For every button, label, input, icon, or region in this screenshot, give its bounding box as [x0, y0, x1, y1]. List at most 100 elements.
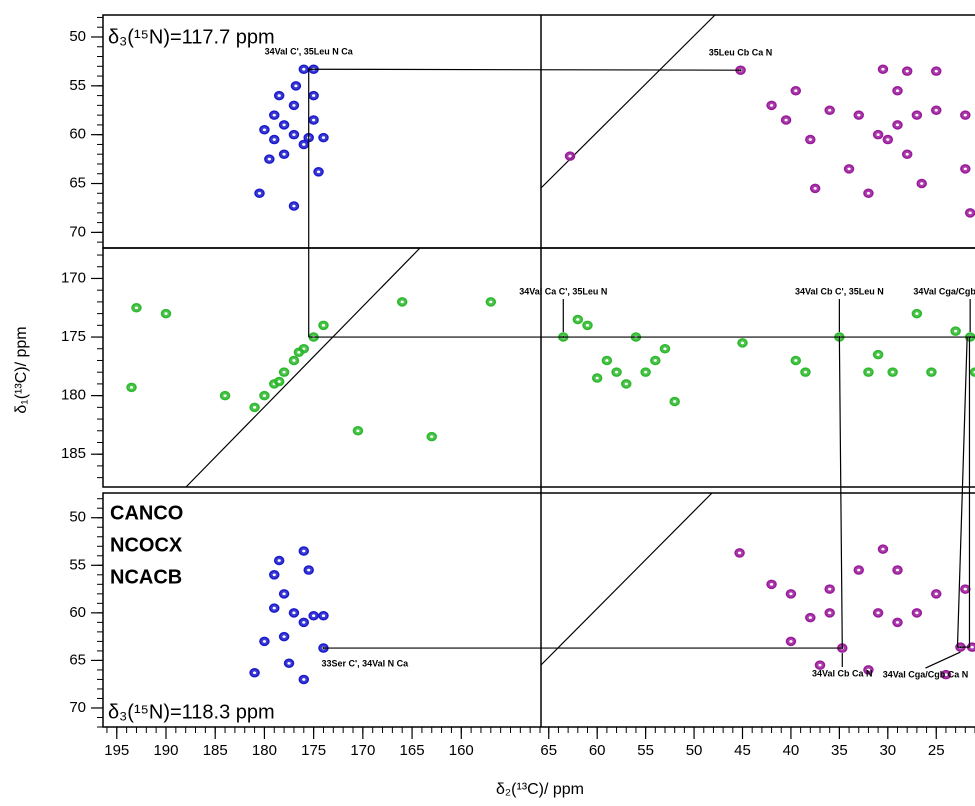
peak-contour [272, 573, 276, 577]
peak-contour [963, 113, 967, 117]
peak-contour [321, 324, 326, 327]
annotation: 34Val Cb C', 35Leu N [795, 286, 884, 296]
x-tick-label: 25 [928, 742, 945, 759]
peak-contour [292, 133, 296, 136]
x-tick-label: 35 [831, 742, 848, 759]
peak-contour [895, 89, 900, 93]
peak-contour [737, 551, 742, 555]
peak-contour [876, 353, 880, 356]
peak-contour [262, 640, 267, 643]
peak-contour [857, 568, 861, 572]
annotated-peak [739, 69, 742, 72]
annotation: 34Val Ca C', 35Leu N [519, 286, 607, 296]
peak-contour [302, 143, 306, 146]
x-tick-label: 60 [589, 742, 606, 759]
annotated-peak [969, 336, 972, 339]
peak-contour [808, 138, 812, 141]
peak-contour [568, 154, 572, 158]
peak-contour [267, 157, 271, 161]
peak-contour [895, 621, 900, 624]
peak-contour [740, 341, 745, 345]
panel-frame [102, 492, 975, 728]
peak-contour [321, 136, 326, 139]
peak-contour [813, 187, 817, 190]
peak-contour [934, 108, 938, 112]
y-tick-label: 65 [69, 174, 86, 191]
y-tick-label: 65 [69, 651, 86, 668]
peak-contour [794, 359, 798, 362]
y-tick-label: 50 [69, 28, 86, 45]
annotated-peak [959, 646, 962, 649]
peak-contour [316, 170, 321, 174]
peak-contour [302, 621, 306, 624]
peak-contour [944, 673, 948, 676]
peak-contour [934, 69, 938, 73]
diagonal [540, 14, 716, 189]
peak-contour [891, 370, 895, 374]
peak-contour [876, 133, 880, 136]
peak-contour [818, 663, 822, 667]
x-tick-label: 190 [153, 742, 178, 759]
peak-contour [963, 167, 967, 171]
peak-contour [881, 547, 885, 551]
peak-contour [857, 113, 861, 117]
peak-contour [808, 616, 812, 619]
peak-contour [789, 640, 793, 643]
peak-contour [794, 89, 798, 93]
peak-contour [294, 84, 298, 88]
annotated-peak [307, 68, 310, 71]
peak-contour [223, 394, 227, 397]
peak-contour [282, 123, 286, 127]
annotation: 34Val C', 35Leu N Ca [265, 47, 354, 57]
peak-contour [292, 204, 296, 208]
annotation: 35Leu Cb Ca N [709, 48, 773, 58]
peak-contour [624, 382, 628, 386]
peak-contour [905, 69, 909, 73]
x-axis-label: δ₂(¹³C)/ ppm [496, 781, 584, 798]
assignment-line [838, 337, 843, 649]
y-tick-label: 60 [69, 126, 86, 143]
peak-contour [277, 380, 281, 383]
y-tick-label: 50 [69, 509, 86, 526]
peak-contour [252, 671, 257, 675]
x-tick-label: 55 [637, 742, 654, 759]
peak-contour [828, 587, 832, 591]
peak-contour [673, 400, 677, 403]
y-tick-label: 70 [69, 223, 86, 240]
x-tick-label: 195 [104, 742, 129, 759]
peak-contour [272, 113, 276, 117]
peak-contour [576, 318, 580, 321]
peak-contour [134, 306, 139, 310]
x-tick-label: 30 [879, 742, 896, 759]
peak-contour [915, 312, 919, 315]
peak-contour [272, 606, 276, 610]
peak-contour [605, 359, 609, 362]
peak-contour [876, 611, 880, 615]
peak-contour [828, 108, 832, 112]
peak-contour [297, 350, 301, 354]
x-tick-label: 40 [783, 742, 800, 759]
peak-contour [257, 191, 262, 195]
diagonal [185, 247, 421, 488]
peak-contour [272, 138, 276, 141]
peak-contour [784, 118, 788, 122]
peak-contour [886, 138, 890, 141]
x-tick-label: 165 [400, 742, 425, 759]
peak-contour [895, 123, 900, 127]
peak-contour [292, 611, 296, 615]
x-tick-label: 170 [350, 742, 375, 759]
peak-contour [287, 661, 291, 665]
x-tick-label: 50 [686, 742, 703, 759]
panel-label: δ₃(¹⁵N)=117.7 ppm [108, 26, 275, 48]
peak-contour [653, 359, 657, 362]
peak-contour [430, 435, 434, 438]
peak-contour [356, 429, 360, 433]
peak-contour [803, 370, 808, 374]
peak-contour [954, 329, 958, 333]
annotation: 34Val Cb Ca N [812, 668, 873, 678]
panel-frame [102, 14, 975, 249]
peak-contour [934, 592, 938, 596]
peak-contour [828, 611, 832, 615]
peak-contour [847, 167, 851, 171]
